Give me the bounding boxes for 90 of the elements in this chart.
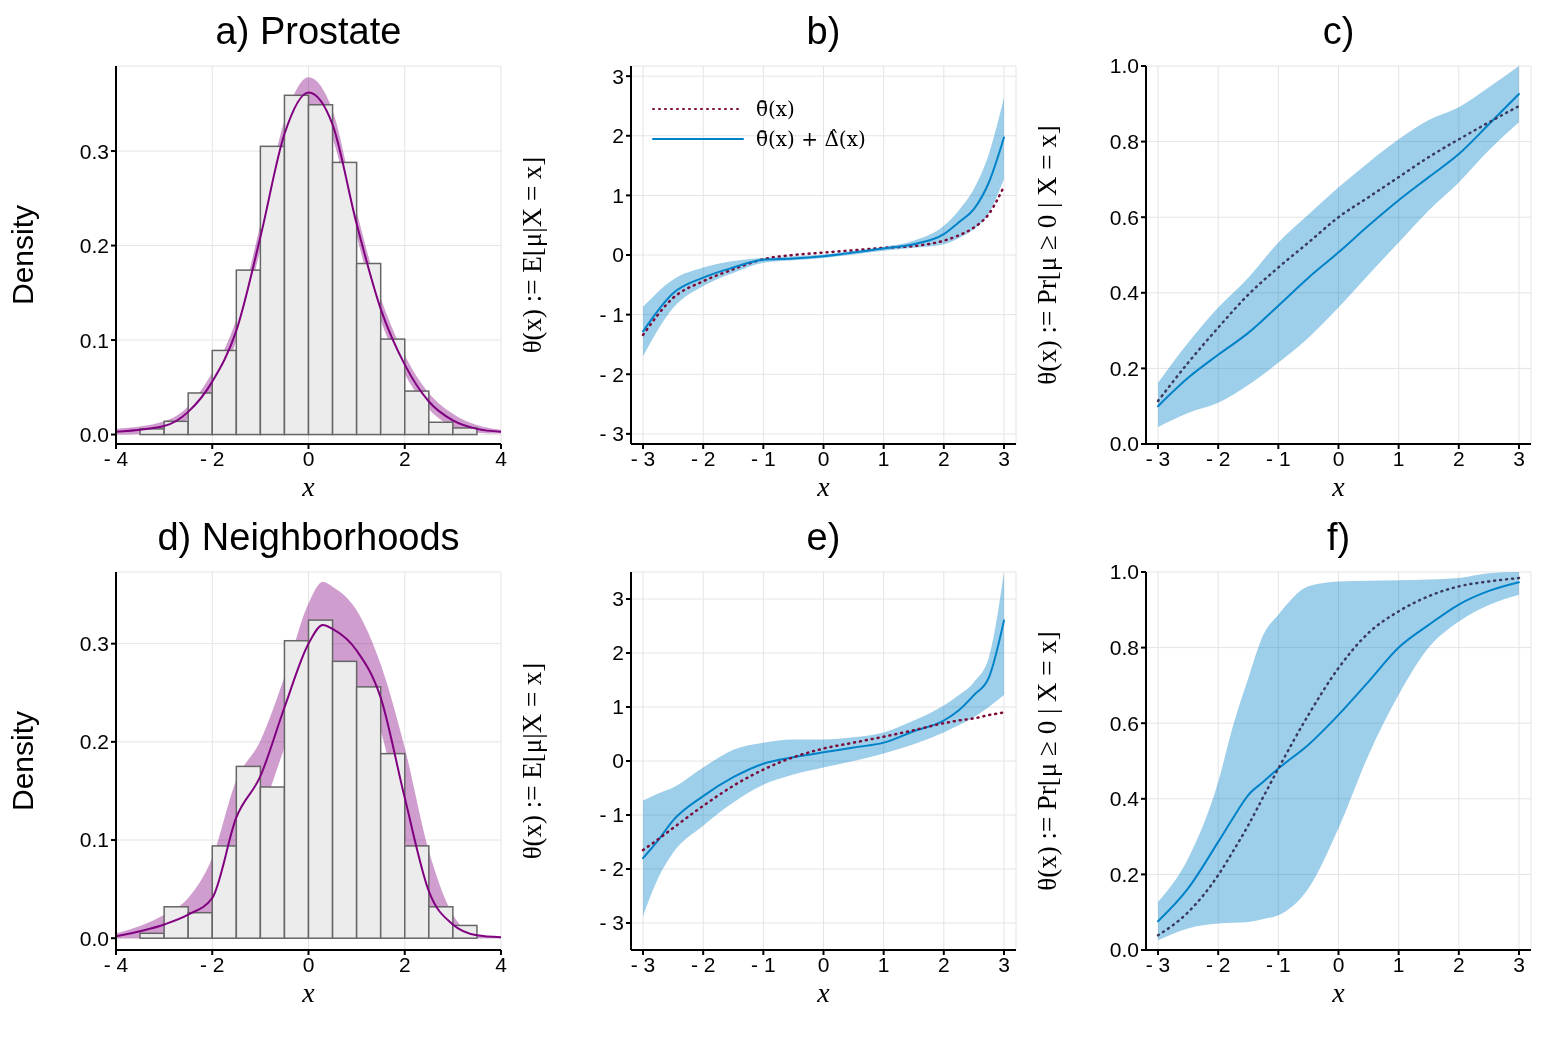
y-tick-label: 0.2	[1109, 862, 1139, 886]
y-tick-label: 0.2	[79, 730, 109, 754]
x-tick-label: - 3	[630, 952, 656, 976]
x-tick-label: 2	[1452, 446, 1465, 470]
y-tick-label: - 1	[599, 803, 624, 827]
x-tick-label: 0	[302, 446, 315, 470]
x-tick-label: 2	[937, 952, 950, 976]
x-tick-label: 0	[817, 446, 830, 470]
y-tick-label: 0.0	[1109, 938, 1139, 962]
y-tick-label: 0.4	[1109, 787, 1140, 811]
x-tick-label: 4	[495, 446, 508, 470]
x-tick-label: 3	[998, 446, 1010, 470]
x-tick-label: 2	[1452, 952, 1465, 976]
x-tick-label: - 3	[630, 446, 656, 470]
y-tick-label: - 3	[599, 422, 624, 446]
y-tick-label: - 2	[599, 362, 624, 386]
chart-title: d) Neighborhoods	[156, 515, 461, 560]
y-tick-label: 0.2	[1109, 356, 1139, 380]
x-tick-label: - 2	[1205, 952, 1231, 976]
y-tick-label: 0.1	[79, 328, 109, 352]
x-tick-label: 3	[998, 952, 1010, 976]
chart-title: e)	[805, 515, 842, 560]
x-axis-title: x	[816, 977, 831, 1008]
x-tick-label: 1	[877, 446, 890, 470]
y-tick-label: 1	[612, 183, 624, 207]
line-series	[641, 711, 1006, 852]
x-tick-label: - 2	[199, 952, 225, 976]
chart-title: b)	[805, 9, 842, 54]
y-tick-label: - 2	[599, 857, 624, 881]
x-tick-label: 4	[495, 952, 508, 976]
y-tick-label: 0.2	[79, 234, 109, 258]
y-tick-label: 0.8	[1109, 636, 1139, 660]
y-tick-label: 0.3	[79, 139, 109, 163]
chart-title: c)	[1321, 9, 1356, 54]
x-tick-label: 1	[1392, 952, 1405, 976]
x-tick-label: - 1	[1266, 446, 1291, 470]
y-tick-label: 1.0	[1109, 560, 1139, 584]
y-tick-label: 1.0	[1109, 54, 1139, 78]
y-tick-label: 0.3	[79, 632, 109, 656]
x-tick-label: 3	[1513, 952, 1525, 976]
x-tick-label: 1	[877, 952, 890, 976]
x-tick-label: 0	[817, 952, 830, 976]
legend-label: θ̄(x)	[756, 97, 795, 121]
y-tick-label: 3	[612, 587, 624, 611]
y-tick-label: 0.4	[1109, 281, 1140, 305]
x-tick-label: 0	[1332, 446, 1345, 470]
y-axis-title: Density	[5, 710, 39, 812]
y-tick-label: 0	[612, 749, 624, 773]
y-tick-label: 2	[612, 124, 624, 148]
chart-title: f)	[1325, 515, 1352, 560]
x-tick-label: - 3	[1145, 952, 1171, 976]
x-tick-label: 2	[398, 446, 411, 470]
x-tick-label: - 4	[103, 952, 129, 976]
y-tick-label: - 1	[599, 303, 624, 327]
legend-label: θ̄(x) + Δ̂(x)	[756, 127, 866, 151]
y-axis-title: Density	[5, 204, 39, 306]
line-series	[642, 619, 1005, 860]
x-tick-label: - 3	[1145, 446, 1171, 470]
y-tick-label: 0.6	[1109, 205, 1139, 229]
x-tick-label: - 2	[690, 446, 716, 470]
x-tick-label: 3	[1513, 446, 1525, 470]
y-tick-label: 0.6	[1109, 711, 1139, 735]
y-tick-label: - 3	[599, 911, 624, 935]
y-tick-label: 1	[612, 695, 624, 719]
y-tick-label: 0.0	[1109, 432, 1139, 456]
x-tick-label: 0	[1332, 952, 1345, 976]
x-tick-label: 2	[398, 952, 411, 976]
x-axis-title: x	[1331, 471, 1346, 502]
x-tick-label: - 1	[751, 952, 776, 976]
x-tick-label: - 2	[1205, 446, 1231, 470]
x-tick-label: - 1	[751, 446, 776, 470]
x-tick-label: - 1	[1266, 952, 1291, 976]
y-tick-label: 0.0	[79, 926, 109, 950]
x-tick-label: 2	[937, 446, 950, 470]
x-tick-label: 0	[302, 952, 315, 976]
x-axis-title: x	[1331, 977, 1346, 1008]
y-tick-label: 3	[612, 64, 624, 88]
y-tick-label: 0.8	[1109, 130, 1139, 154]
x-axis-title: x	[301, 977, 316, 1008]
y-tick-label: 2	[612, 641, 624, 665]
x-axis-title: x	[816, 471, 831, 502]
y-tick-label: 0.1	[79, 828, 109, 852]
x-tick-label: - 2	[199, 446, 225, 470]
chart-title: a) Prostate	[214, 9, 403, 54]
y-tick-label: 0	[612, 243, 624, 267]
x-tick-label: - 4	[103, 446, 129, 470]
y-tick-label: 0.0	[79, 423, 109, 446]
x-axis-title: x	[301, 471, 316, 502]
x-tick-label: - 2	[690, 952, 716, 976]
x-tick-label: 1	[1392, 446, 1405, 470]
